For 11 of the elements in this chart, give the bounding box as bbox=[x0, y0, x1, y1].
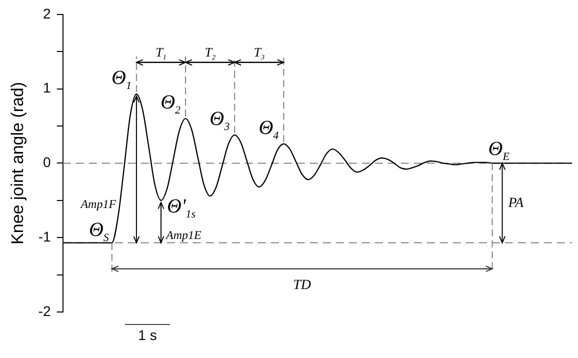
annotation: PA bbox=[507, 196, 524, 212]
annotation: Amp1F bbox=[80, 196, 117, 211]
annotation: TD bbox=[293, 278, 312, 293]
y-tick-label: 2 bbox=[43, 5, 52, 22]
text: 1 s bbox=[137, 327, 158, 343]
y-axis-title: Knee joint angle (rad) bbox=[8, 82, 27, 244]
y-tick-label: -2 bbox=[38, 302, 52, 319]
y-tick-label: 0 bbox=[43, 154, 52, 170]
annotation: Amp1E bbox=[165, 228, 202, 242]
y-tick-label: 1 bbox=[43, 80, 52, 96]
y-tick-label: -1 bbox=[38, 228, 52, 244]
